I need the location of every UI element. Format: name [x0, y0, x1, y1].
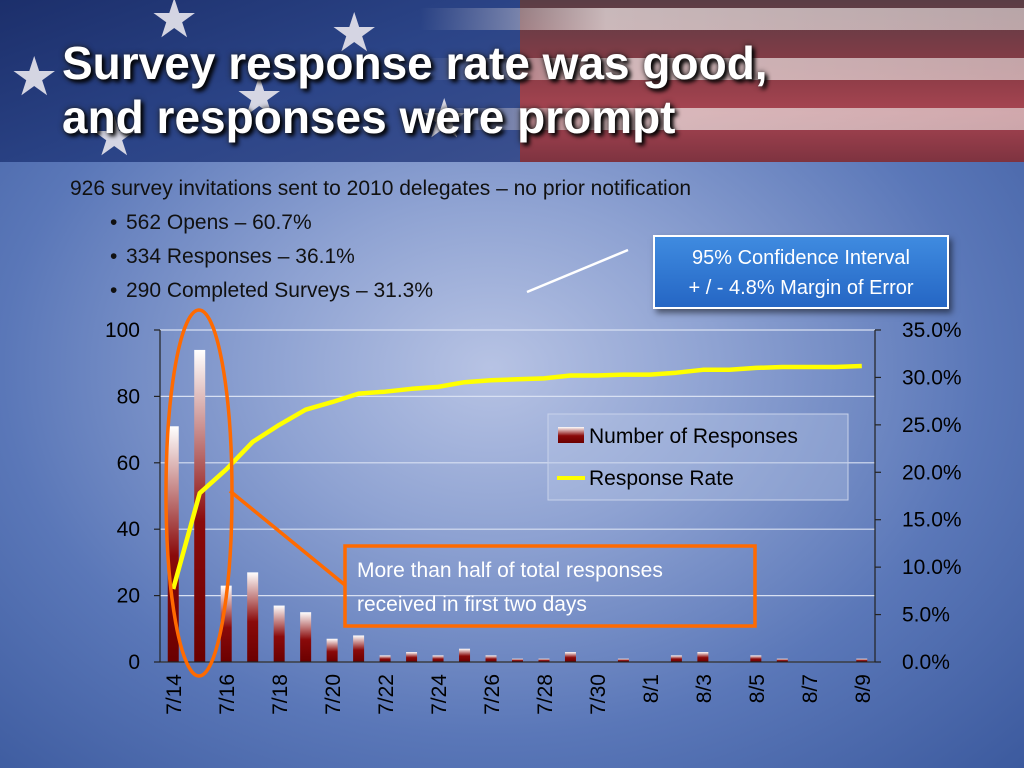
x-tick-label: 8/9 — [852, 674, 875, 703]
legend-label-rate: Response Rate — [589, 467, 734, 490]
bullet-item: • 562 Opens – 60.7% — [70, 206, 691, 240]
x-tick-label: 7/30 — [587, 674, 610, 715]
flag-header: ★ ★ ★ ★ ★ ★ — [0, 0, 1024, 162]
bar — [617, 658, 629, 662]
ci-pointer-line — [526, 248, 629, 294]
x-tick-label: 7/24 — [428, 674, 451, 715]
title-line-1: Survey response rate was good, — [62, 37, 768, 89]
bullet-dot-icon: • — [110, 211, 118, 234]
bar — [538, 658, 550, 662]
response-rate-line — [171, 363, 862, 590]
bullet-dot-icon: • — [110, 245, 118, 268]
callout-line-1: More than half of total responses — [357, 559, 663, 582]
bar — [432, 655, 444, 662]
legend-bar-swatch — [558, 427, 584, 443]
star-icon: ★ — [90, 107, 139, 162]
x-tick-label: 7/20 — [322, 674, 345, 715]
y-left-tick-label: 100 — [105, 319, 140, 342]
bar — [750, 655, 762, 662]
confidence-interval-box: 95% Confidence Interval + / - 4.8% Margi… — [653, 235, 949, 309]
bar — [326, 638, 338, 662]
y-right-tick-label: 35.0% — [902, 319, 962, 342]
x-tick-label: 7/16 — [216, 674, 239, 715]
chart-axes — [154, 329, 881, 663]
intro-text: 926 survey invitations sent to 2010 dele… — [70, 177, 692, 200]
star-icon: ★ — [150, 0, 199, 49]
flag-stripe — [420, 8, 1024, 30]
bar — [353, 635, 365, 662]
bar-series — [167, 349, 868, 662]
bar — [406, 652, 418, 662]
y-right-tick-label: 15.0% — [902, 509, 962, 532]
y-left-tick-label: 80 — [117, 385, 140, 408]
ci-line-1: 95% Confidence Interval — [692, 247, 910, 269]
x-tick-label: 7/18 — [269, 674, 292, 715]
flag-stripe — [420, 58, 1024, 80]
x-tick-label: 8/1 — [640, 674, 663, 703]
y-right-tick-label: 10.0% — [902, 556, 962, 579]
flag-stripe — [420, 108, 1024, 130]
y-right-tick-label: 25.0% — [902, 414, 962, 437]
legend-label-responses: Number of Responses — [589, 425, 798, 448]
y-right-tick-label: 30.0% — [902, 366, 962, 389]
bullet-item: • 334 Responses – 36.1% — [70, 240, 691, 274]
page-title: Survey response rate was good, and respo… — [62, 36, 768, 144]
y-left-tick-label: 20 — [117, 585, 140, 608]
x-tick-label: 7/22 — [375, 674, 398, 715]
title-line-2: and responses were prompt — [62, 91, 676, 143]
x-tick-label: 8/3 — [693, 674, 716, 703]
bar — [856, 658, 868, 662]
y-right-tick-label: 5.0% — [902, 604, 950, 627]
x-tick-label: 8/7 — [799, 674, 822, 703]
bullet-dot-icon: • — [110, 279, 118, 302]
bullet-text: 562 Opens – 60.7% — [126, 211, 312, 234]
ci-line-2: + / - 4.8% Margin of Error — [688, 277, 914, 299]
x-tick-label: 7/26 — [481, 674, 504, 715]
line-series — [171, 363, 862, 590]
chart-legend: Number of Responses Response Rate — [547, 413, 849, 501]
bar — [167, 426, 179, 662]
star-icon: ★ — [10, 47, 59, 107]
bar — [247, 572, 259, 662]
bar — [670, 655, 682, 662]
bullet-text: 290 Completed Surveys – 31.3% — [126, 279, 434, 302]
bar — [512, 658, 523, 662]
summary-text: 926 survey invitations sent to 2010 dele… — [70, 172, 691, 308]
bar — [459, 648, 471, 662]
star-icon: ★ — [330, 3, 379, 63]
legend-box — [547, 413, 849, 501]
bar — [379, 655, 391, 662]
chart-tick-labels: 0 20 40 60 80 100 0.0% 5.0% 10.0% 15.0% 20.0% 25.0%… — [105, 319, 962, 715]
y-right-tick-label: 0.0% — [902, 651, 950, 674]
callout-pointer-line — [228, 489, 347, 587]
bar — [776, 658, 788, 662]
x-tick-label: 7/28 — [534, 674, 557, 715]
star-icon: ★ — [235, 67, 284, 127]
y-right-tick-label: 20.0% — [902, 461, 962, 484]
bar — [564, 652, 576, 662]
bar — [273, 605, 285, 662]
x-tick-label: 8/5 — [746, 674, 769, 703]
y-left-tick-label: 0 — [128, 651, 140, 674]
callout-line-2: received in first two days — [357, 593, 587, 616]
y-left-tick-label: 60 — [117, 452, 140, 475]
bar — [697, 652, 709, 662]
x-tick-label: 7/14 — [163, 674, 186, 715]
callout-box — [343, 544, 757, 628]
bar — [194, 349, 206, 662]
bar — [485, 655, 497, 662]
y-left-tick-label: 40 — [117, 518, 140, 541]
bar — [300, 612, 312, 662]
star-icon: ★ — [420, 89, 469, 149]
bar — [220, 585, 232, 662]
bullet-text: 334 Responses – 36.1% — [126, 245, 355, 268]
bullet-item: • 290 Completed Surveys – 31.3% — [70, 274, 691, 308]
